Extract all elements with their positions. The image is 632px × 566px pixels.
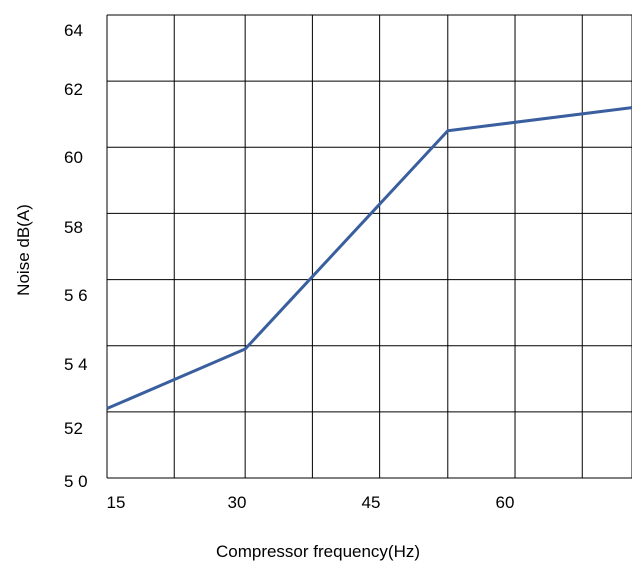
series-layer <box>106 106 632 410</box>
x-tick-label: 60 <box>496 493 515 512</box>
y-tick-label: 5 6 <box>64 286 88 305</box>
y-tick-label: 52 <box>64 419 83 438</box>
y-tick-label: 5 0 <box>64 472 88 491</box>
y-tick-label: 60 <box>64 148 83 167</box>
y-tick-label: 64 <box>64 21 83 40</box>
y-tick-labels: 5 0 52 5 4 5 6 58 60 62 64 <box>64 21 88 491</box>
y-axis-label: Noise dB(A) <box>14 204 33 296</box>
series-line <box>106 106 632 410</box>
x-tick-label: 30 <box>228 493 247 512</box>
gridlines <box>106 14 632 479</box>
y-tick-label: 62 <box>64 80 83 99</box>
x-tick-labels: 15 30 45 60 <box>107 493 515 512</box>
x-tick-label: 45 <box>362 493 381 512</box>
x-tick-label: 15 <box>107 493 126 512</box>
y-tick-label: 5 4 <box>64 355 88 374</box>
x-axis-label: Compressor frequency(Hz) <box>216 542 420 561</box>
y-tick-label: 58 <box>64 218 83 237</box>
